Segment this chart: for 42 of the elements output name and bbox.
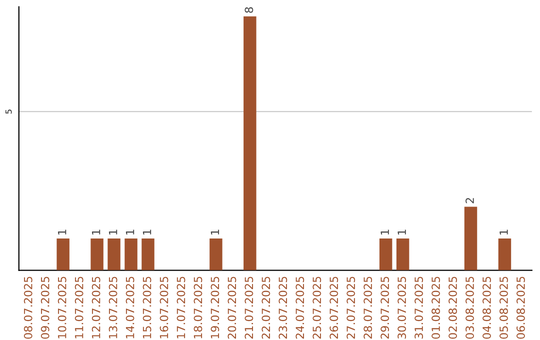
data-label: 1 [92,230,100,235]
data-label: 1 [380,230,389,235]
x-tick-label: 31.07.2025 [414,276,424,339]
x-tick-label: 03.08.2025 [466,276,474,339]
x-tick-label: 05.08.2025 [500,276,508,339]
x-tick-label: 15.07.2025 [142,276,152,338]
x-tick-label: 26.07.2025 [330,276,338,339]
x-tick-label: 28.07.2025 [364,276,372,339]
data-label: 8 [244,7,254,13]
x-tick-label: 01.08.2025 [432,276,440,339]
x-tick-label: 14.07.2025 [126,276,134,338]
x-tick-label: 21.07.2025 [244,276,254,339]
x-tick-label: 25.07.2025 [312,276,322,339]
data-label: 1 [398,230,406,235]
x-tick-label: 22.07.2025 [262,276,270,339]
data-label: 1 [58,230,66,235]
x-tick-label: 30.07.2025 [398,276,406,339]
x-tick-label: 10.07.2025 [58,276,66,338]
x-tick-label: 18.07.2025 [194,276,202,338]
x-tick-label: 09.07.2025 [40,276,50,339]
x-tick-label: 12.07.2025 [92,276,100,338]
data-label: 1 [142,230,152,235]
x-tick-label: 20.07.2025 [228,276,236,339]
x-tick-label: 19.07.2025 [210,276,220,338]
x-tick-label: 02.08.2025 [448,276,457,339]
x-tick-label: 16.07.2025 [160,276,168,338]
data-label: 1 [500,230,508,235]
data-label: 1 [210,230,220,235]
y-tick-label: 5 [6,110,12,114]
x-tick-label: 11.07.2025 [74,276,84,338]
x-tick-label: 06.08.2025 [516,276,525,339]
data-label: 2 [466,198,474,204]
x-tick-label: 08.07.2025 [24,276,32,339]
x-tick-label: 27.07.2025 [346,276,356,339]
x-tick-label: 17.07.2025 [176,276,186,338]
x-tick-label: 24.07.2025 [296,276,304,339]
x-tick-label: 29.07.2025 [380,276,390,339]
data-label: 1 [108,230,118,235]
x-tick-label: 23.07.2025 [278,276,288,339]
x-tick-label: 13.07.2025 [108,276,118,338]
x-tick-label: 04.08.2025 [482,276,491,339]
data-label: 1 [126,230,134,235]
